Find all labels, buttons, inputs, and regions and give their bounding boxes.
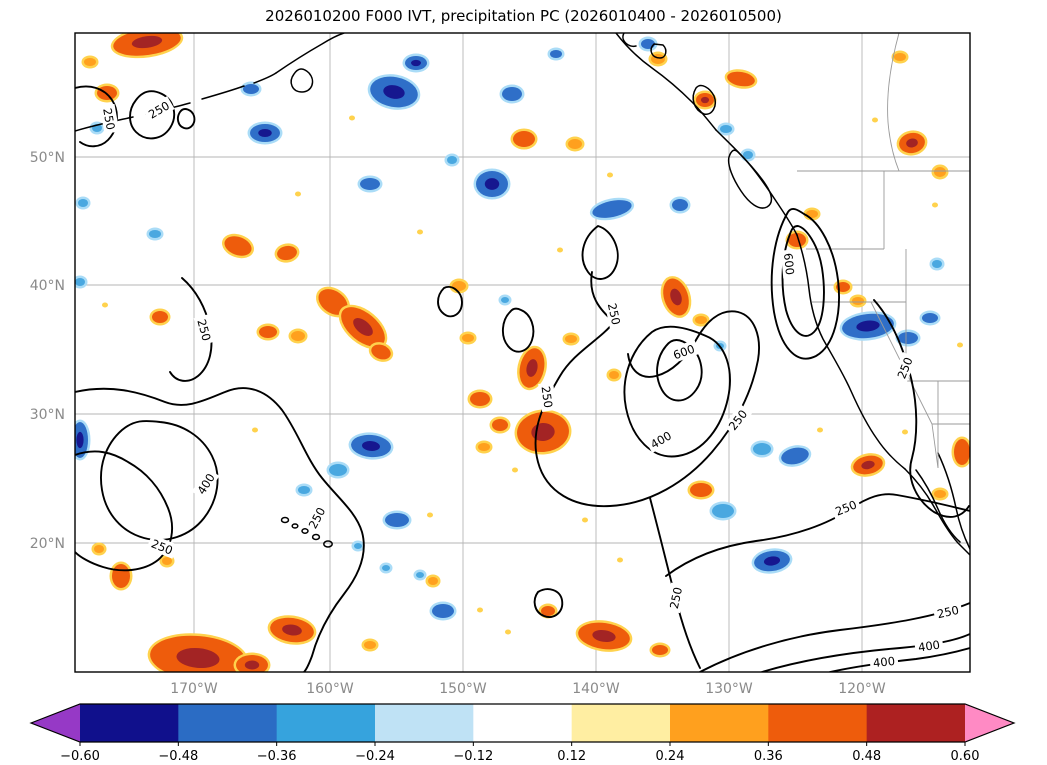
colorbar-segment <box>178 704 278 742</box>
precip-anomalies-positive <box>81 33 970 672</box>
contour-label: 250 <box>538 382 557 412</box>
chart-title: 2026010200 F000 IVT, precipitation PC (2… <box>265 7 782 25</box>
colorbar <box>29 703 1016 743</box>
longitude-tick-label: 130°W <box>705 681 753 697</box>
contour-label: 400 <box>914 636 944 655</box>
colorbar-tick-label: 0.60 <box>951 749 980 764</box>
precip-anomalies-negative <box>75 36 945 621</box>
colorbar-tick-label: 0.24 <box>656 749 685 764</box>
colorbar-tick-label: −0.36 <box>257 749 297 764</box>
coastlines <box>75 33 970 556</box>
colorbar-tick-label: 0.36 <box>754 749 783 764</box>
colorbar-segment <box>571 704 671 742</box>
svg-text:250: 250 <box>194 318 213 343</box>
contour-label: 250 <box>830 495 862 520</box>
contour-label: 250 <box>665 582 686 614</box>
latitude-tick-label: 20°N <box>30 536 65 552</box>
state-borders <box>797 33 970 469</box>
svg-text:600: 600 <box>671 342 696 363</box>
longitude-tick-label: 150°W <box>439 681 487 697</box>
map-frame <box>74 32 971 673</box>
svg-text:600: 600 <box>781 252 797 275</box>
colorbar-segment <box>80 704 179 742</box>
svg-text:250: 250 <box>100 107 118 131</box>
svg-text:250: 250 <box>667 586 685 610</box>
colorbar-segment <box>276 704 376 742</box>
colorbar-segment <box>768 704 868 742</box>
colorbar-tick-label: 0.48 <box>852 749 881 764</box>
colorbar-segment <box>375 704 474 742</box>
svg-text:400: 400 <box>872 654 895 670</box>
colorbar-tick-label: −0.24 <box>355 749 395 764</box>
svg-text:250: 250 <box>605 302 623 326</box>
svg-text:250: 250 <box>539 385 556 409</box>
colorbar-tick-labels: −0.60 −0.48 −0.36 −0.24 −0.12 0.12 0.24 0.36 0.4… <box>60 742 979 764</box>
colorbar-segment <box>670 704 769 742</box>
colorbar-tick-label: 0.12 <box>557 749 586 764</box>
contour-label: 250 <box>932 601 964 622</box>
latitude-labels: 50°N 40°N 30°N 20°N <box>30 150 65 552</box>
colorbar-tick-label: −0.48 <box>158 749 198 764</box>
contour-label: 250 <box>892 352 917 384</box>
gridlines <box>75 33 970 672</box>
contour-label: 400 <box>869 652 899 671</box>
longitude-tick-label: 140°W <box>572 681 620 697</box>
contour-label: 250 <box>604 298 625 330</box>
latitude-tick-label: 30°N <box>30 407 65 423</box>
contour-label: 600 <box>780 249 799 279</box>
longitude-tick-label: 120°W <box>838 681 886 697</box>
latitude-tick-label: 40°N <box>30 278 65 294</box>
contour-label: 250 <box>99 103 120 135</box>
svg-text:400: 400 <box>917 638 941 655</box>
colorbar-segment <box>473 704 573 742</box>
contour-label: 250 <box>193 314 216 346</box>
contour-labels: 250 2502502502502504006006002502502504002… <box>99 96 964 671</box>
colorbar-segment <box>866 704 966 742</box>
longitude-labels: 170°W 160°W 150°W 140°W 130°W 120°W <box>170 681 886 697</box>
contour-label: 600 <box>668 339 700 364</box>
longitude-tick-label: 170°W <box>170 681 218 697</box>
colorbar-over-arrow <box>965 704 1014 742</box>
latitude-tick-label: 50°N <box>30 150 65 166</box>
colorbar-tick-label: −0.12 <box>453 749 493 764</box>
svg-text:250: 250 <box>936 603 960 621</box>
colorbar-under-arrow <box>31 704 80 742</box>
longitude-tick-label: 160°W <box>306 681 354 697</box>
colorbar-tick-label: −0.60 <box>60 749 100 764</box>
